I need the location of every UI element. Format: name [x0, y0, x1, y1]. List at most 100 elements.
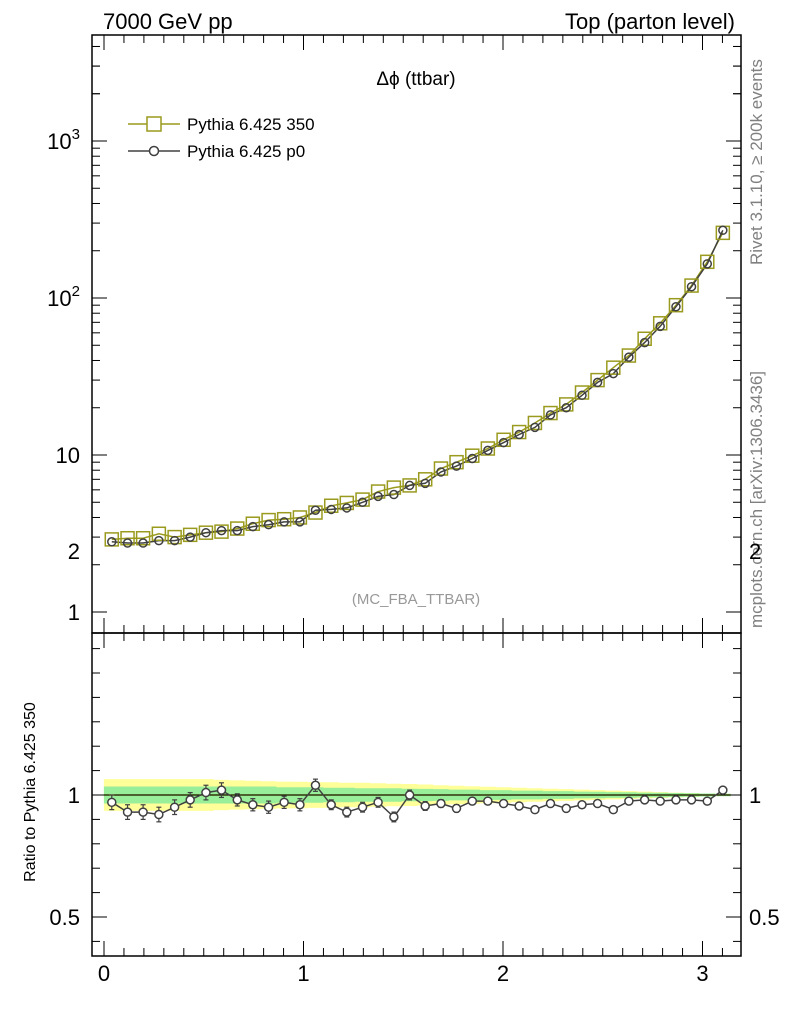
point-p0 [154, 535, 164, 546]
ratio-point-p0 [514, 801, 524, 811]
point-p0 [577, 390, 587, 401]
point-350 [198, 525, 214, 540]
mcplots-label: mcplots.cern.ch [arXiv:1306.3436] [747, 371, 766, 628]
ratio-point-p0 [592, 798, 603, 809]
legend-marker [148, 145, 160, 157]
point-350 [402, 478, 417, 493]
ratio-point-p0 [263, 802, 274, 812]
legend-marker [146, 116, 162, 132]
legend-item-p0: Pythia 6.425 p0 [128, 142, 305, 161]
ratio-point-p0 [420, 801, 430, 811]
point-p0 [671, 301, 681, 312]
point-350 [621, 348, 637, 363]
point-p0 [404, 480, 415, 491]
point-p0 [483, 445, 493, 456]
ratio-line-p0 [111, 783, 724, 819]
point-p0 [718, 225, 728, 236]
point-p0 [545, 410, 556, 420]
ratio-point-p0 [373, 797, 383, 808]
point-350 [261, 512, 276, 528]
point-350 [167, 529, 182, 545]
x-tick-label: 2 [497, 961, 509, 986]
rivet-label: Rivet 3.1.10, ≥ 200k events [747, 59, 766, 265]
point-p0 [592, 377, 603, 388]
point-p0 [357, 497, 368, 508]
point-350 [637, 331, 652, 347]
series-line-p0 [111, 229, 724, 544]
point-p0 [248, 521, 258, 532]
point-350 [558, 397, 574, 412]
point-350 [151, 526, 167, 542]
point-p0 [530, 422, 540, 433]
point-350 [386, 480, 402, 495]
ratio-y-tick-label: 0.5 [49, 905, 80, 930]
point-p0 [608, 368, 619, 379]
point-p0 [201, 527, 211, 538]
legend-label: Pythia 6.425 p0 [187, 142, 305, 161]
point-p0 [420, 478, 430, 489]
ratio-series [107, 778, 728, 823]
point-350 [120, 530, 135, 546]
point-350 [449, 454, 464, 470]
point-350 [684, 278, 699, 293]
main-axis-ticks: 1 10 102 103 [47, 35, 741, 633]
point-350 [292, 510, 308, 525]
point-p0 [122, 538, 133, 548]
ratio-point-p0 [686, 795, 697, 805]
point-350 [135, 530, 151, 546]
ratio-point-p0 [624, 796, 634, 806]
ratio-frame [91, 632, 742, 957]
ratio-point-p0 [436, 798, 446, 809]
point-p0 [310, 505, 321, 515]
ratio-point-p0 [248, 800, 258, 810]
point-p0 [373, 491, 383, 502]
point-350 [214, 524, 229, 539]
point-p0 [702, 259, 713, 269]
ratio-point-p0 [608, 804, 619, 815]
point-p0 [232, 525, 243, 536]
ratio-point-p0 [357, 802, 368, 812]
point-350 [417, 472, 433, 487]
ratio-point-p0 [295, 800, 305, 810]
point-p0 [686, 281, 697, 292]
ratio-point-p0 [216, 785, 227, 795]
ratio-point-p0 [185, 795, 195, 805]
ratio-point-p0 [138, 807, 148, 817]
analysis-watermark: (MC_FBA_TTBAR) [352, 591, 480, 608]
ratio-point-p0 [326, 800, 336, 810]
main-series-markers [104, 225, 731, 548]
ratio-axis-ticks: 0.5 0.5 1 1 2 2 0 1 2 3 [49, 539, 779, 986]
point-p0 [389, 489, 399, 500]
ratio-point-p0 [467, 796, 478, 806]
x-tick-label: 0 [98, 961, 110, 986]
ratio-point-p0 [404, 790, 415, 800]
ratio-point-p0 [169, 802, 180, 812]
ratio-point-p0 [451, 803, 462, 814]
legend-label: Pythia 6.425 350 [187, 115, 315, 134]
point-p0 [263, 519, 274, 530]
ratio-point-p0 [718, 785, 728, 795]
y-tick-label: 10 [56, 443, 80, 468]
point-p0 [514, 429, 524, 440]
ratio-point-p0 [122, 807, 133, 817]
ratio-point-p0 [639, 795, 650, 805]
ratio-y-tick-label-right: 0.5 [749, 905, 780, 930]
point-p0 [498, 437, 509, 448]
legend-item-350: Pythia 6.425 350 [128, 115, 315, 134]
ratio-y-tick-label-right: 1 [749, 783, 761, 808]
ratio-point-p0 [342, 807, 352, 817]
point-p0 [216, 525, 227, 536]
ratio-point-p0 [561, 803, 571, 814]
point-p0 [185, 532, 195, 542]
point-p0 [279, 517, 289, 527]
y-tick-label: 103 [47, 126, 80, 154]
y-tick-label: 1 [68, 600, 80, 625]
point-p0 [138, 538, 148, 548]
point-p0 [467, 453, 478, 464]
series-line-350 [111, 232, 724, 541]
point-350 [433, 461, 449, 476]
point-p0 [342, 503, 352, 513]
main-panel: 1 10 102 103 Δϕ (ttbar) (MC_FBA_TTBAR) Pyth… [47, 34, 742, 634]
point-p0 [624, 352, 634, 362]
ratio-point-p0 [545, 798, 556, 809]
